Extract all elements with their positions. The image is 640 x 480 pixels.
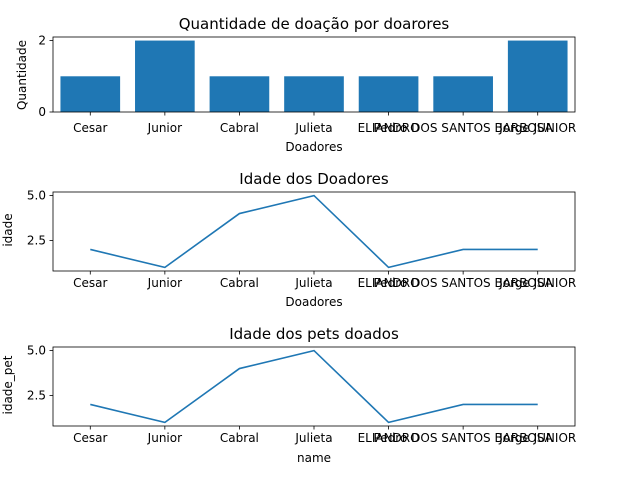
- y-axis-label: idade_pet: [1, 355, 15, 414]
- chart-title: Idade dos pets doados: [229, 325, 399, 343]
- x-tick-label: Junior: [147, 121, 182, 135]
- bar-0: [60, 76, 121, 112]
- y-axis-label: idade: [1, 213, 15, 246]
- x-axis-label: name: [297, 451, 331, 465]
- x-tick-label: ELIANDRO: [358, 276, 420, 290]
- chart-idade-pets: Idade dos pets doados name idade_pet Ces…: [1, 325, 576, 465]
- bar-4: [358, 76, 419, 112]
- x-tick-label: Julieta: [294, 276, 332, 290]
- x-tick-label: Cabral: [220, 431, 259, 445]
- x-tick-label: Pedro DOS SANTOS BARBOSA: [374, 431, 554, 445]
- bar-2: [209, 76, 270, 112]
- x-tick-label: Cesar: [73, 276, 107, 290]
- series-line: [90, 194, 538, 269]
- x-tick-label: ELIANDRO: [358, 431, 420, 445]
- chart-title: Idade dos Doadores: [239, 170, 389, 188]
- bar-6: [507, 40, 568, 113]
- y-tick-label: 2.5: [27, 388, 46, 402]
- bar-1: [135, 40, 195, 113]
- x-tick-label: Jorge JUNIOR: [498, 431, 576, 445]
- x-tick-label: Pedro DOS SANTOS BARBOSA: [374, 121, 554, 135]
- y-axis-label: Quantidade: [15, 40, 29, 110]
- x-tick-label: Pedro DOS SANTOS BARBOSA: [374, 276, 554, 290]
- x-tick-label: Junior: [147, 276, 182, 290]
- x-axis-label: Doadores: [285, 140, 342, 154]
- x-tick-label: Jorge JUNIOR: [498, 121, 576, 135]
- chart-idade-doadores: Idade dos Doadores Doadores idade Cesar J…: [1, 170, 576, 309]
- x-tick-label: Cabral: [220, 276, 259, 290]
- chart-quantidade-doacao: Quantidade de doação por doarores Doador…: [15, 15, 576, 154]
- x-tick-label: Julieta: [294, 121, 332, 135]
- series-line: [90, 349, 538, 424]
- x-tick-label: Cesar: [73, 431, 107, 445]
- x-axis-label: Doadores: [285, 295, 342, 309]
- x-tick-label: Cesar: [73, 121, 107, 135]
- x-tick-label: Julieta: [294, 431, 332, 445]
- y-tick-label: 5.0: [27, 189, 46, 203]
- bar-3: [284, 76, 344, 112]
- x-tick-label: Cabral: [220, 121, 259, 135]
- x-tick-label: ELIANDRO: [358, 121, 420, 135]
- y-tick-label: 2: [38, 34, 46, 48]
- bar-5: [433, 76, 493, 112]
- x-tick-label: Jorge JUNIOR: [498, 276, 576, 290]
- x-tick-label: Junior: [147, 431, 182, 445]
- chart-title: Quantidade de doação por doarores: [179, 15, 450, 33]
- y-tick-label: 2.5: [27, 233, 46, 247]
- y-tick-label: 0: [38, 105, 46, 119]
- y-tick-label: 5.0: [27, 344, 46, 358]
